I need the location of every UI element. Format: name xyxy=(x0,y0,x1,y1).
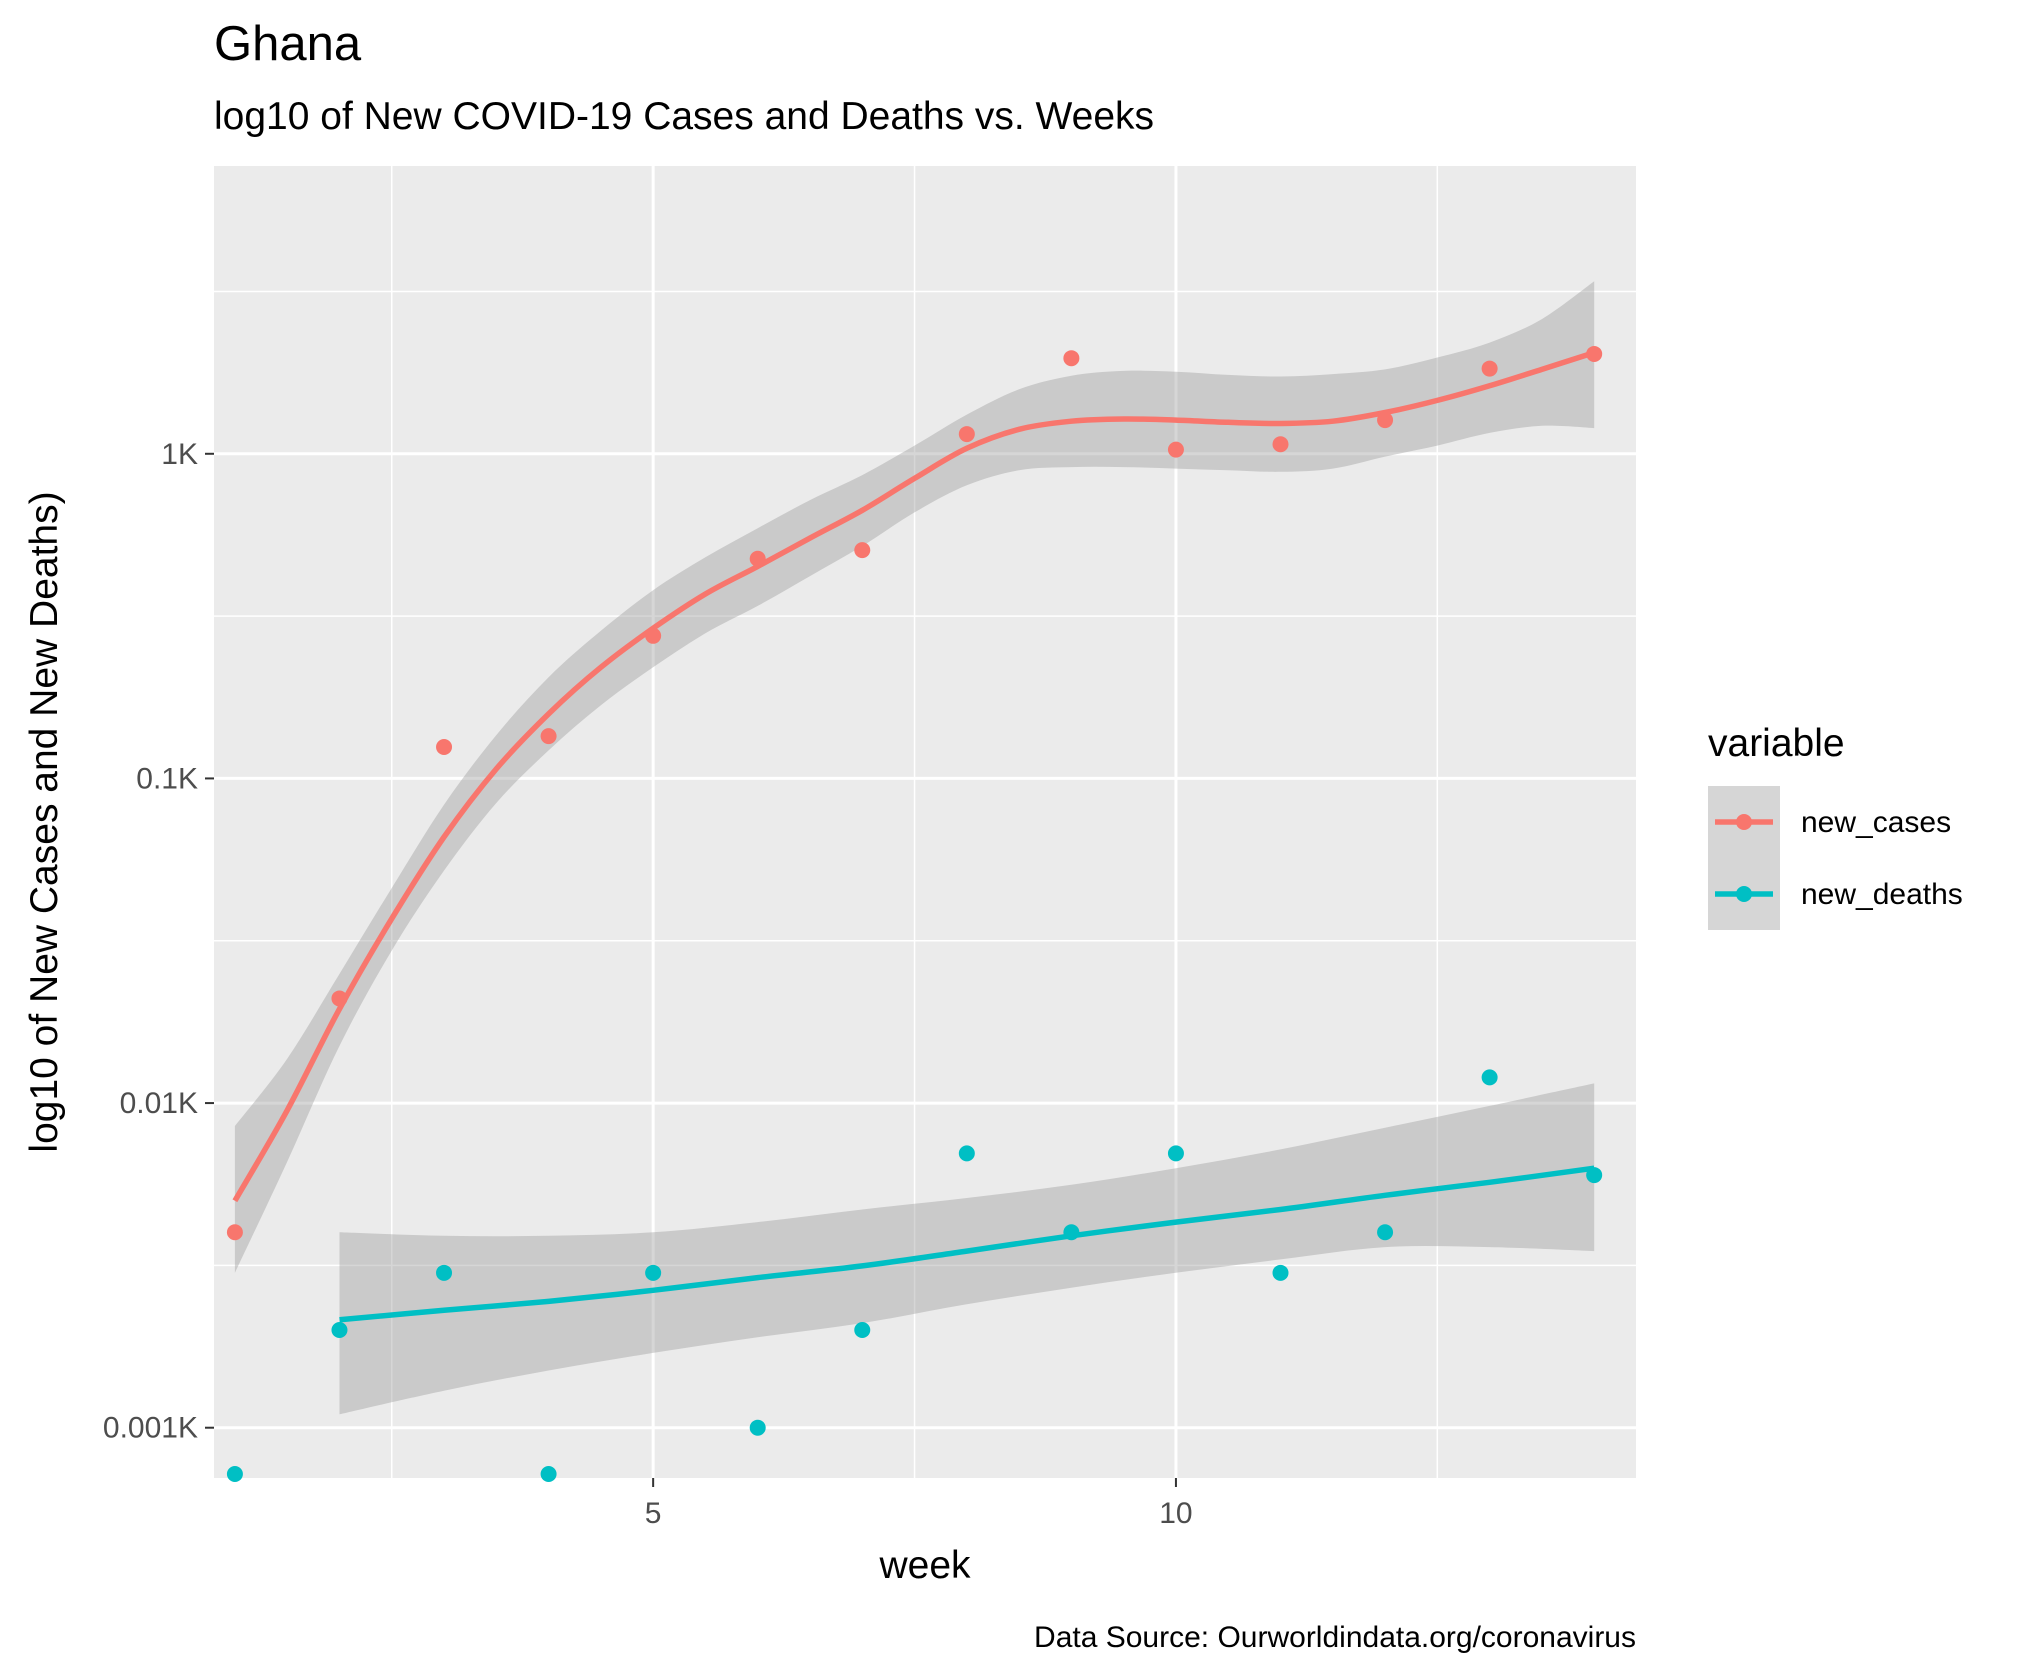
x-tick-label: 10 xyxy=(1159,1497,1192,1530)
legend-keys: new_cases new_deaths xyxy=(1708,786,1963,930)
point-new_deaths xyxy=(1586,1167,1603,1184)
chart-title: Ghana xyxy=(214,17,362,71)
point-new_deaths xyxy=(540,1466,557,1483)
y-axis: 0.001K 0.01K 0.1K 1K xyxy=(103,438,214,1445)
y-tick-label: 1K xyxy=(161,438,198,471)
legend-label: new_deaths xyxy=(1801,878,1963,911)
point-new_cases xyxy=(331,990,348,1007)
point-new_cases xyxy=(1063,350,1080,367)
y-axis-title: log10 of New Cases and New Deaths) xyxy=(23,491,66,1152)
smooth-lines xyxy=(232,349,1596,1323)
point-new_deaths xyxy=(436,1264,453,1281)
point-new_deaths xyxy=(854,1321,871,1338)
grid-major xyxy=(214,166,1636,1478)
legend-label: new_cases xyxy=(1801,806,1951,839)
point-new_cases xyxy=(436,738,453,755)
point-new_deaths xyxy=(331,1321,348,1338)
y-tick-label: 0.01K xyxy=(120,1087,198,1120)
point-new_cases xyxy=(540,728,557,745)
point-new_deaths xyxy=(1063,1224,1080,1241)
point-new_deaths xyxy=(1481,1069,1498,1086)
point-new_cases xyxy=(1272,436,1289,453)
point-new_cases xyxy=(1167,441,1184,458)
legend: variable new_cases new_deaths xyxy=(1708,722,1963,930)
point-new_cases xyxy=(645,627,662,644)
y-tick-label: 0.001K xyxy=(103,1412,198,1445)
point-new_deaths xyxy=(958,1145,975,1162)
point-new_cases xyxy=(854,542,871,559)
point-new_cases xyxy=(1586,345,1603,362)
point-new_deaths xyxy=(645,1264,662,1281)
point-new_deaths xyxy=(749,1419,766,1436)
smooth-line-new_deaths xyxy=(339,1165,1595,1323)
point-new_cases xyxy=(1377,412,1394,429)
chart-subtitle: log10 of New COVID-19 Cases and Deaths v… xyxy=(214,95,1154,138)
point-new_deaths xyxy=(226,1466,243,1483)
legend-key-point xyxy=(1736,886,1752,902)
x-axis: 5 10 xyxy=(645,1478,1193,1530)
grid-minor xyxy=(214,166,1636,1478)
x-tick-label: 5 xyxy=(645,1497,662,1530)
point-new_cases xyxy=(1481,360,1498,377)
point-new_cases xyxy=(749,550,766,567)
y-tick-label: 0.1K xyxy=(136,762,198,795)
point-new_cases xyxy=(958,426,975,443)
legend-title: variable xyxy=(1708,722,1845,765)
point-new_deaths xyxy=(1167,1145,1184,1162)
caption: Data Source: Ourworldindata.org/coronavi… xyxy=(1034,1621,1636,1654)
legend-key-point xyxy=(1736,814,1752,830)
smooth-line-new_cases xyxy=(232,349,1596,1203)
x-axis-title: week xyxy=(878,1544,971,1587)
point-new_cases xyxy=(226,1224,243,1241)
point-new_deaths xyxy=(1377,1224,1394,1241)
data-points xyxy=(226,345,1603,1483)
point-new_deaths xyxy=(1272,1264,1289,1281)
